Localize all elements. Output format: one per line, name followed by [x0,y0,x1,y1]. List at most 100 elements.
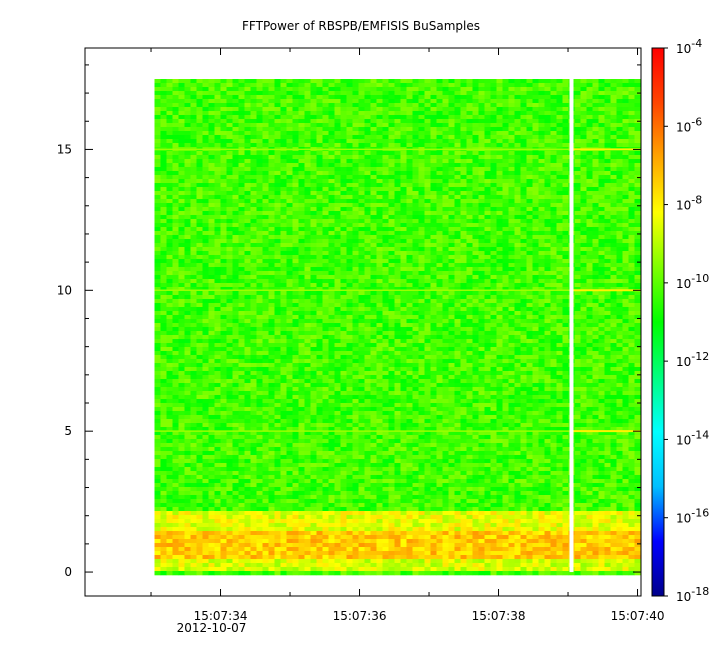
spectrogram-cell [604,263,611,268]
spectrogram-cell [514,171,521,176]
spectrogram-cell [508,231,515,236]
spectrogram-cell [244,99,251,104]
spectrogram-cell [160,159,167,164]
spectrogram-cell [310,83,317,88]
spectrogram-cell [412,235,419,240]
spectrogram-cell [424,311,431,316]
spectrogram-cell [418,271,425,276]
spectrogram-cell [526,103,533,108]
spectrogram-cell [244,235,251,240]
spectrogram-cell [406,135,413,140]
spectrogram-cell [208,307,215,312]
spectrogram-cell [292,91,299,96]
spectrogram-cell [262,303,269,308]
spectrogram-cell [454,287,461,292]
spectrogram-cell [262,219,269,224]
spectrogram-cell [244,255,251,260]
spectrogram-cell [484,255,491,260]
spectrogram-cell [454,79,461,84]
spectrogram-cell [508,211,515,216]
spectrogram-cell [538,123,545,128]
spectrogram-cell [520,139,527,144]
spectrogram-cell [514,167,521,172]
spectrogram-cell [244,279,251,284]
spectrogram-cell [388,283,395,288]
spectrogram-cell [346,311,353,316]
spectrogram-cell [586,115,593,120]
spectrogram-cell [592,143,599,148]
spectrogram-cell [346,167,353,172]
spectrogram-cell [616,255,623,260]
spectrogram-cell [226,263,233,268]
spectrogram-cell [376,279,383,284]
spectrogram-cell [376,283,383,288]
spectrogram-cell [220,131,227,136]
spectrogram-cell [376,143,383,148]
spectrogram-cell [268,87,275,92]
spectrogram-cell [226,119,233,124]
spectrogram-cell [388,315,395,320]
spectrogram-cell [520,231,527,236]
spectrogram-cell [526,231,533,236]
spectrogram-cell [298,247,305,252]
spectrogram-cell [256,159,263,164]
spectrogram-cell [382,215,389,220]
spectrogram-cell [232,183,239,188]
spectrogram-cell [316,211,323,216]
spectrogram-cell [286,123,293,128]
spectrogram-cell [256,235,263,240]
spectrogram-cell [514,207,521,212]
spectrogram-cell [154,263,161,268]
spectrogram-cell [250,259,257,264]
spectrogram-cell [580,111,587,116]
spectrogram-cell [358,175,365,180]
spectrogram-cell [274,123,281,128]
spectrogram-cell [244,159,251,164]
spectrogram-cell [286,107,293,112]
spectrogram-cell [250,303,257,308]
spectrogram-cell [244,175,251,180]
spectrogram-cell [628,315,635,320]
spectrogram-cell [190,171,197,176]
spectrogram-cell [460,255,467,260]
spectrogram-cell [574,271,581,276]
spectrogram-cell [304,271,311,276]
spectrogram-cell [472,215,479,220]
spectrogram-cell [406,87,413,92]
spectrogram-cell [226,271,233,276]
spectrogram-cell [478,295,485,300]
spectrogram-cell [442,171,449,176]
spectrogram-cell [202,231,209,236]
spectrogram-cell [316,219,323,224]
spectrogram-cell [490,99,497,104]
spectrogram-cell [340,219,347,224]
spectrogram-cell [208,223,215,228]
spectrogram-cell [604,127,611,132]
spectrogram-cell [574,191,581,196]
spectrogram-cell [304,231,311,236]
spectrogram-cell [430,315,437,320]
spectrogram-cell [298,275,305,280]
spectrogram-cell [424,175,431,180]
spectrogram-cell [514,279,521,284]
spectrogram-cell [376,215,383,220]
spectrogram-cell [328,267,335,272]
spectrogram-cell [466,227,473,232]
spectrogram-cell [256,243,263,248]
spectrogram-cell [430,267,437,272]
spectrogram-cell [418,287,425,292]
spectrogram-cell [574,207,581,212]
spectrogram-cell [364,119,371,124]
spectrogram-cell [376,111,383,116]
spectrogram-cell [394,167,401,172]
spectrogram-cell [598,115,605,120]
spectrogram-cell [166,203,173,208]
spectrogram-cell [178,187,185,192]
spectrogram-cell [376,255,383,260]
spectrogram-cell [496,279,503,284]
spectrogram-cell [232,299,239,304]
spectrogram-cell [490,111,497,116]
spectrogram-cell [454,143,461,148]
spectrogram-cell [388,135,395,140]
spectrogram-row [154,131,641,136]
